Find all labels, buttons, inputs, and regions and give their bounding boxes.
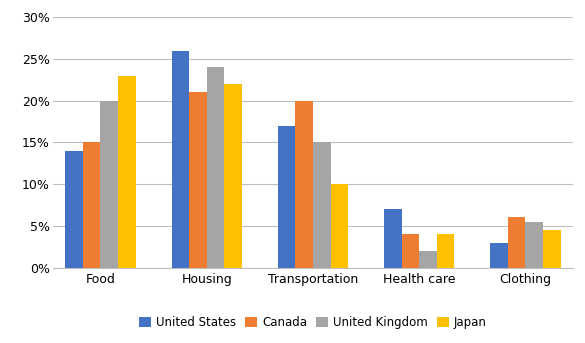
Bar: [295, 100, 313, 268]
Legend: United States, Canada, United Kingdom, Japan: United States, Canada, United Kingdom, J…: [135, 311, 491, 333]
Bar: [313, 142, 331, 268]
Bar: [331, 184, 348, 268]
Bar: [384, 209, 402, 268]
Bar: [207, 67, 224, 268]
Bar: [189, 92, 207, 268]
Bar: [101, 100, 118, 268]
Bar: [419, 251, 437, 268]
Bar: [224, 84, 242, 268]
Bar: [525, 222, 543, 268]
Bar: [543, 230, 560, 268]
Bar: [437, 234, 455, 268]
Bar: [490, 243, 508, 268]
Bar: [402, 234, 419, 268]
Bar: [118, 75, 136, 268]
Bar: [171, 50, 189, 268]
Bar: [508, 217, 525, 268]
Bar: [278, 126, 295, 268]
Bar: [66, 151, 83, 268]
Bar: [83, 142, 101, 268]
